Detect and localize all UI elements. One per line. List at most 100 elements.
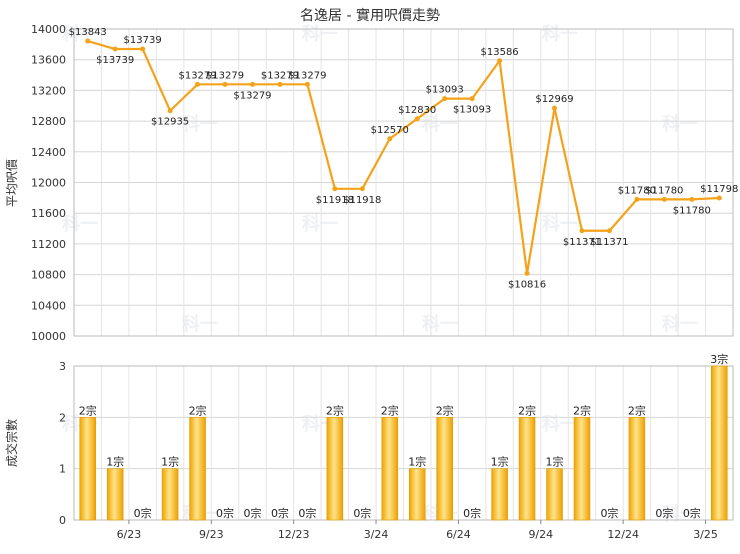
- watermark-text: 科一: [662, 113, 698, 135]
- volume-data-label: 0宗: [353, 506, 371, 520]
- volume-data-label: 1宗: [408, 455, 426, 469]
- volume-bar: [518, 417, 536, 521]
- volume-bar: [106, 468, 124, 521]
- volume-bar: [408, 468, 426, 521]
- price-data-label: $11780: [673, 205, 711, 216]
- volume-data-label: 2宗: [79, 403, 97, 417]
- price-tick-label: 10400: [31, 299, 66, 312]
- price-data-label: $11371: [590, 237, 628, 248]
- volume-bar: [79, 417, 96, 521]
- price-point: [689, 196, 695, 202]
- volume-panel: 0 1 2 3 2宗 1宗 0宗 1宗 2宗 0宗 0宗 0宗 0宗 2宗 0宗 2宗 1宗 2宗 0宗 1宗 2宗 1宗…: [59, 352, 734, 541]
- volume-tick-label: 3: [59, 360, 66, 373]
- price-point: [195, 81, 201, 87]
- volume-data-label: 0宗: [683, 506, 701, 520]
- watermark-text: 科一: [542, 23, 578, 45]
- price-point: [606, 228, 612, 234]
- volume-bar: [573, 417, 591, 521]
- price-data-label: $12570: [371, 125, 409, 136]
- volume-data-label: 2宗: [573, 403, 591, 417]
- price-data-label: $12935: [151, 117, 189, 128]
- watermark-text: 科一: [422, 313, 458, 335]
- price-point: [524, 270, 530, 276]
- price-tick-label: 12000: [31, 177, 66, 190]
- volume-data-label: 2宗: [189, 403, 207, 417]
- price-point: [359, 186, 365, 192]
- watermark-text: 科一: [422, 113, 458, 135]
- price-point: [716, 195, 722, 201]
- volume-bar: [189, 417, 206, 521]
- price-data-label: $11798: [700, 184, 738, 195]
- watermark-text: 科一: [542, 413, 578, 435]
- volume-tick-label: 2: [59, 411, 66, 424]
- watermark-text: 科一: [182, 113, 218, 135]
- volume-bar: [546, 468, 563, 521]
- price-data-label: $12969: [535, 94, 573, 105]
- volume-data-label: 0宗: [463, 506, 481, 520]
- volume-data-label: 0宗: [134, 506, 152, 520]
- price-data-label: $13279: [288, 70, 326, 81]
- volume-data-label: 0宗: [271, 506, 289, 520]
- price-point: [661, 196, 667, 202]
- price-tick-label: 10000: [31, 330, 66, 343]
- chart-title: 名逸居 - 實用呎價走勢: [300, 7, 440, 24]
- price-data-label: $11918: [343, 195, 381, 206]
- price-point: [414, 116, 420, 122]
- price-point: [140, 46, 146, 52]
- price-point: [497, 58, 503, 64]
- watermark-text: 科一: [302, 213, 338, 235]
- price-data-label: $11371: [563, 237, 601, 248]
- volume-bar: [491, 468, 508, 521]
- volume-data-label: 0宗: [600, 506, 618, 520]
- price-data-label: $13093: [426, 85, 464, 96]
- price-series-line: [87, 39, 720, 275]
- price-data-label: $11780: [645, 185, 683, 196]
- price-point: [167, 108, 173, 114]
- volume-tick-label: 0: [59, 514, 66, 527]
- price-data-label: $13279: [261, 70, 299, 81]
- watermark-text: 科一: [662, 313, 698, 335]
- price-point: [332, 186, 338, 192]
- price-tick-label: 12400: [31, 146, 66, 159]
- price-point: [469, 96, 475, 102]
- volume-data-label: 2宗: [628, 403, 646, 417]
- price-tick-label: 13600: [31, 54, 66, 67]
- price-data-label: $13279: [178, 70, 216, 81]
- price-data-label: $13279: [233, 90, 271, 101]
- volume-plot-frame: [73, 365, 734, 521]
- volume-data-label: 1宗: [546, 455, 564, 469]
- volume-data-label: 0宗: [243, 506, 261, 520]
- watermark-text: 科一: [542, 213, 578, 235]
- x-tick-label: 6/24: [446, 528, 471, 541]
- price-data-label: $11780: [618, 185, 656, 196]
- volume-data-label: 1宗: [106, 455, 124, 469]
- volume-bar: [628, 417, 646, 521]
- price-data-label: $11918: [316, 195, 354, 206]
- price-tick-label: 11600: [31, 207, 66, 220]
- volume-data-label: 2宗: [381, 403, 399, 417]
- watermark-text: 科一: [62, 213, 98, 235]
- volume-data-label: 1宗: [491, 455, 509, 469]
- volume-data-label: 1宗: [161, 455, 179, 469]
- volume-bar: [381, 417, 399, 521]
- price-tick-label: 14000: [31, 23, 66, 36]
- x-tick-label: 9/23: [199, 528, 224, 541]
- watermark-layer: 科一科一科一科一科一科一科一科一科一科一科一科一科一科一科一科一科一科一: [62, 23, 698, 525]
- price-tick-label: 12800: [31, 115, 66, 128]
- price-panel: 10000 10400 10800 11200 11600 12000 12400 12800…: [31, 23, 738, 343]
- x-tick-label: 9/24: [528, 528, 553, 541]
- volume-data-label: 0宗: [655, 506, 673, 520]
- price-data-label: $13586: [481, 47, 519, 58]
- price-tick-label: 11200: [31, 238, 66, 251]
- price-point: [304, 81, 310, 87]
- price-point: [277, 81, 283, 87]
- price-tick-label: 13200: [31, 84, 66, 97]
- price-plot-frame: [73, 28, 734, 337]
- price-point: [112, 46, 118, 52]
- price-point: [552, 105, 558, 111]
- x-tick-label: 3/25: [693, 528, 718, 541]
- price-point: [579, 228, 585, 234]
- volume-data-label: 2宗: [518, 403, 536, 417]
